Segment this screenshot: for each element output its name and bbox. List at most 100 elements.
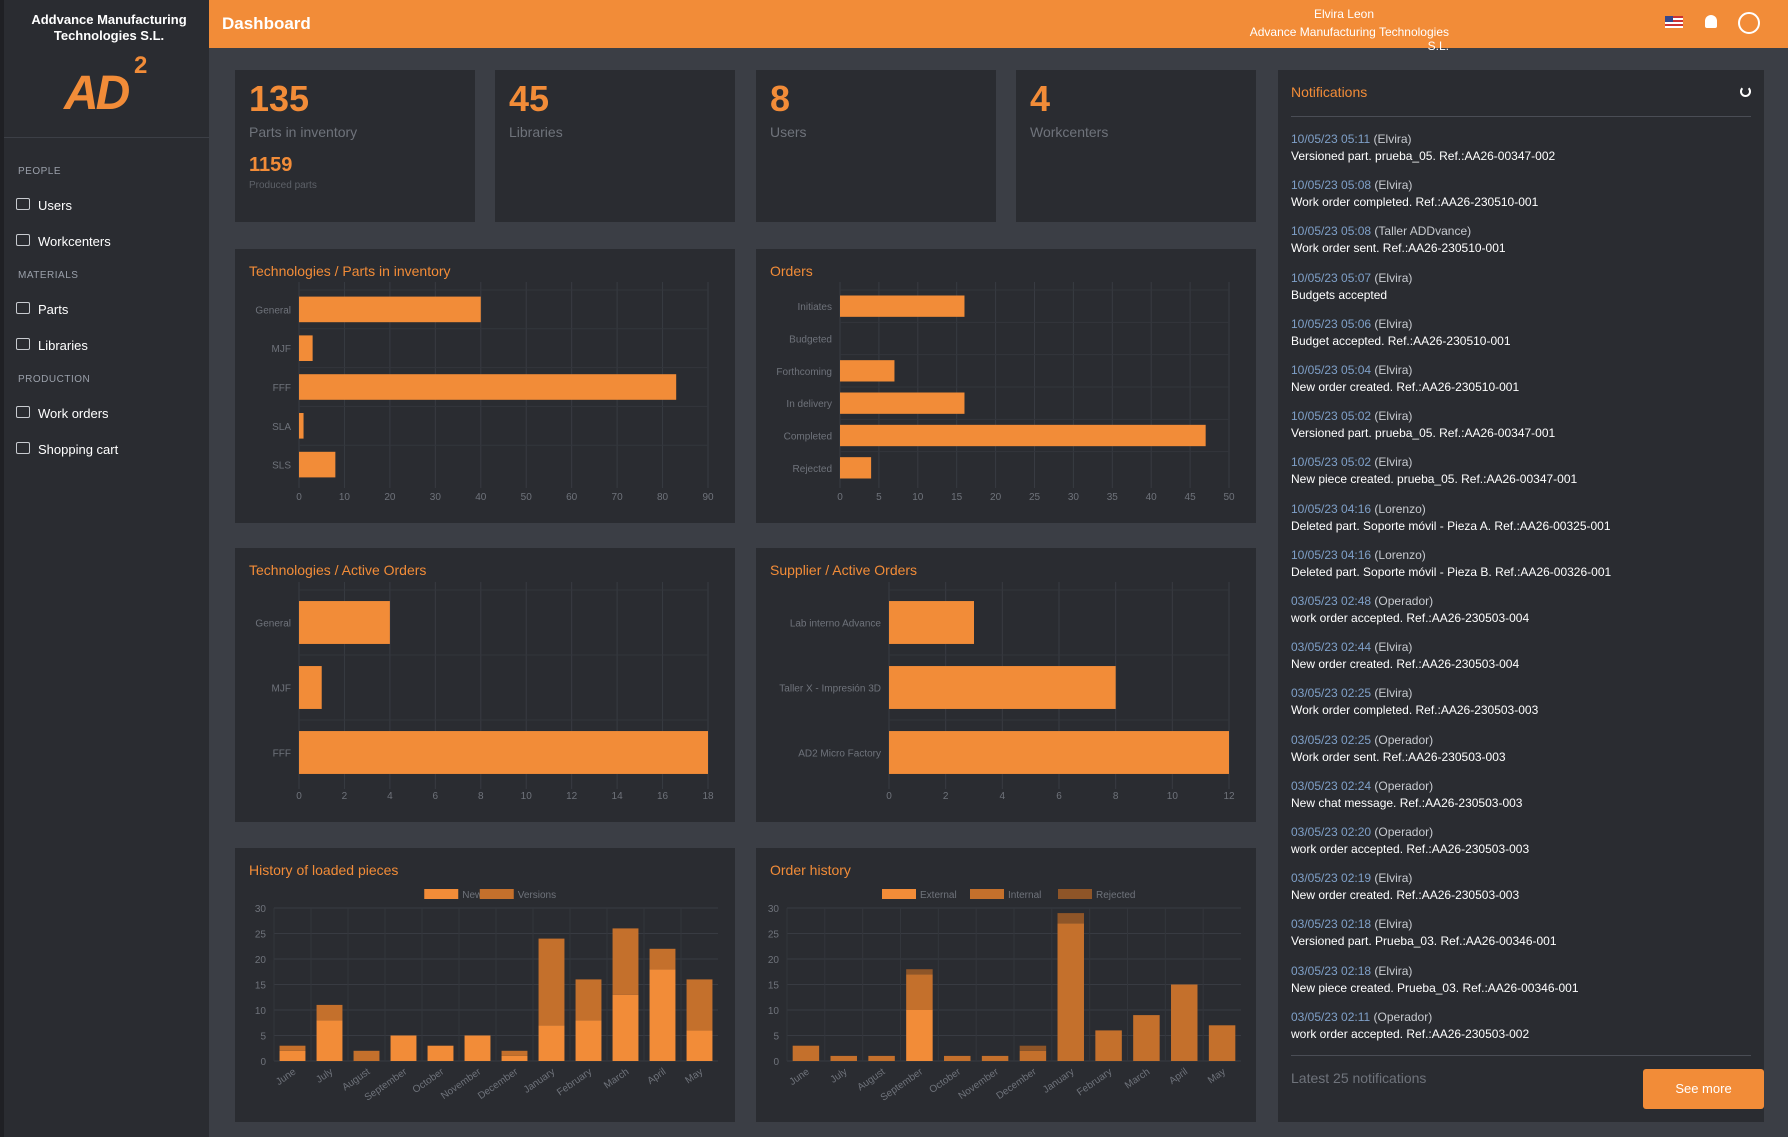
chart-panel: Orders 0 5 10 15 20 25 30 35 40 45 50 Initiates Budge…: [756, 249, 1256, 523]
notification: 10/05/23 05:11 (Elvira) Versioned part. p…: [1291, 132, 1751, 172]
notification-time: 10/05/23 05:04: [1291, 363, 1372, 377]
notification: 10/05/23 05:08 (Taller ADDvance) Work ord…: [1291, 224, 1751, 264]
bar: [299, 451, 336, 478]
nav-label: Work orders: [38, 406, 109, 421]
nav-icon: [16, 302, 30, 314]
y-tick-label: 30: [255, 904, 267, 915]
notification-meta: 03/05/23 02:25 (Operador): [1291, 733, 1433, 747]
notification-meta: 03/05/23 02:18 (Elvira): [1291, 964, 1412, 978]
notification-user: (Elvira): [1374, 270, 1413, 285]
notification-meta: 10/05/23 04:16 (Lorenzo): [1291, 548, 1426, 562]
notification-meta: 10/05/23 05:08 (Elvira): [1291, 178, 1412, 192]
legend-swatch: [424, 889, 459, 899]
legend-swatch: [1058, 889, 1092, 899]
notifications-bell[interactable]: [1705, 15, 1717, 28]
y-tick-label: MJF: [272, 344, 291, 355]
language-flag[interactable]: [1665, 16, 1683, 28]
notification: 03/05/23 02:18 (Elvira) Versioned part. P…: [1291, 917, 1751, 957]
notification: 03/05/23 02:24 (Operador) New chat messag…: [1291, 779, 1751, 819]
y-tick-label: SLS: [272, 461, 291, 472]
bar-segment: [279, 1045, 306, 1051]
notification-time: 10/05/23 05:08: [1291, 178, 1372, 193]
notification-meta: 03/05/23 02:20 (Operador): [1291, 825, 1433, 839]
logo: AD 2: [64, 52, 164, 120]
x-tick-label: April: [1167, 1066, 1190, 1086]
stat-label: Users: [770, 124, 807, 140]
bar-segment: [612, 994, 639, 1061]
top-bar: Dashboard Elvira Leon Advance Manufacturin…: [209, 0, 1788, 53]
x-tick-label: 0: [296, 492, 302, 503]
chart-panel: Order history 0 5 10 15 20 25 30 External Interna…: [756, 848, 1256, 1122]
bar-segment: [575, 1020, 602, 1061]
y-tick-label: FFF: [273, 383, 291, 394]
notification: 03/05/23 02:48 (Operador) work order acce…: [1291, 594, 1751, 634]
bar: [299, 296, 481, 323]
notification-user: (Elvira): [1373, 132, 1412, 146]
user-avatar[interactable]: [1738, 12, 1760, 34]
notification-user: (Operador): [1374, 825, 1434, 839]
notification-user: (Operador): [1374, 778, 1434, 793]
logo-superscript: 2: [134, 52, 148, 79]
bar-segment: [464, 1035, 491, 1061]
bar-segment: [1019, 1045, 1047, 1051]
x-tick-label: 50: [521, 492, 533, 503]
notification-user: (Elvira): [1374, 963, 1413, 978]
nav-item[interactable]: Workcenters: [4, 226, 209, 256]
nav-item[interactable]: Libraries: [4, 330, 209, 360]
x-tick-label: 14: [612, 791, 624, 802]
stat-value: 8: [770, 78, 791, 119]
legend-swatch: [882, 889, 916, 899]
stat-label: Libraries: [509, 124, 563, 140]
bar-segment: [906, 969, 933, 975]
notification-text: New order created. Ref.:AA26-230510-001: [1291, 380, 1520, 394]
legend-label: Versions: [518, 890, 556, 901]
bar: [889, 731, 1229, 774]
nav-item[interactable]: Shopping cart: [4, 434, 209, 464]
nav-icon: [16, 338, 30, 350]
notification-meta: 10/05/23 05:07 (Elvira): [1291, 271, 1412, 285]
notification-time: 03/05/23 02:19: [1291, 871, 1372, 886]
nav-item[interactable]: Parts: [4, 294, 209, 324]
y-tick-label: 0: [773, 1057, 779, 1068]
bar: [840, 424, 1206, 447]
notification: 03/05/23 02:20 (Operador) work order acce…: [1291, 825, 1751, 865]
notification-text: Budget accepted. Ref.:AA26-230510-001: [1291, 333, 1511, 348]
x-tick-label: October: [928, 1066, 964, 1096]
x-tick-label: 2: [342, 791, 348, 802]
x-tick-label: 10: [339, 492, 351, 503]
see-more-button[interactable]: See more: [1643, 1069, 1764, 1109]
nav-item[interactable]: Work orders: [4, 398, 209, 428]
notification-text: Versioned part. prueba_05. Ref.:AA26-003…: [1291, 426, 1556, 441]
notification-meta: 03/05/23 02:19 (Elvira): [1291, 871, 1412, 885]
notification-text: New chat message. Ref.:AA26-230503-003: [1291, 795, 1523, 810]
x-tick-label: 20: [990, 492, 1002, 503]
stat-card card: 135 Parts in inventory 1159 Produced parts: [235, 70, 475, 222]
notification: 10/05/23 05:08 (Elvira) Work order comple…: [1291, 178, 1751, 218]
y-tick-label: 25: [255, 930, 267, 941]
chart-panel: History of loaded pieces 0 5 10 15 20 25 30 New V…: [235, 848, 735, 1122]
x-tick-label: February: [1075, 1066, 1114, 1098]
notifications-footer-divider: [1291, 1055, 1751, 1056]
x-tick-label: 10: [912, 492, 924, 503]
nav-icon: [16, 234, 30, 246]
chart-title: Technologies / Parts in inventory: [249, 263, 451, 279]
refresh-button[interactable]: [1740, 86, 1751, 97]
bar-segment: [390, 1035, 417, 1061]
notification: 03/05/23 02:25 (Elvira) Work order comple…: [1291, 686, 1751, 726]
x-tick-label: April: [646, 1066, 669, 1086]
x-tick-label: 12: [1223, 791, 1235, 802]
notification-time: 10/05/23 05:02: [1291, 455, 1372, 470]
bar-segment: [575, 979, 602, 1021]
y-tick-label: 15: [255, 981, 267, 992]
notification-meta: 03/05/23 02:25 (Elvira): [1291, 686, 1412, 700]
notification: 10/05/23 05:02 (Elvira) Versioned part. p…: [1291, 409, 1751, 449]
x-tick-label: 4: [387, 791, 393, 802]
notification-meta: 03/05/23 02:48 (Operador): [1291, 594, 1433, 608]
y-tick-label: Forthcoming: [776, 367, 832, 378]
x-tick-label: 4: [1000, 791, 1006, 802]
notification-text: New piece created. Prueba_03. Ref.:AA26-…: [1291, 980, 1579, 995]
stat-value: 4: [1030, 78, 1051, 119]
nav-item[interactable]: Users: [4, 190, 209, 220]
notification: 10/05/23 04:16 (Lorenzo) Deleted part. So…: [1291, 548, 1751, 588]
x-tick-label: 40: [475, 492, 487, 503]
